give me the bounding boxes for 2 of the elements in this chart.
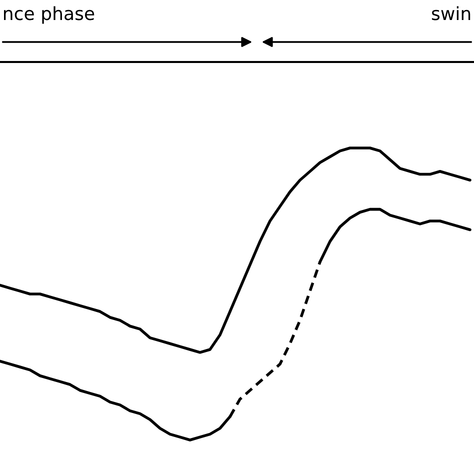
text: swin — [432, 6, 470, 20]
text: nce phase — [4, 6, 94, 24]
